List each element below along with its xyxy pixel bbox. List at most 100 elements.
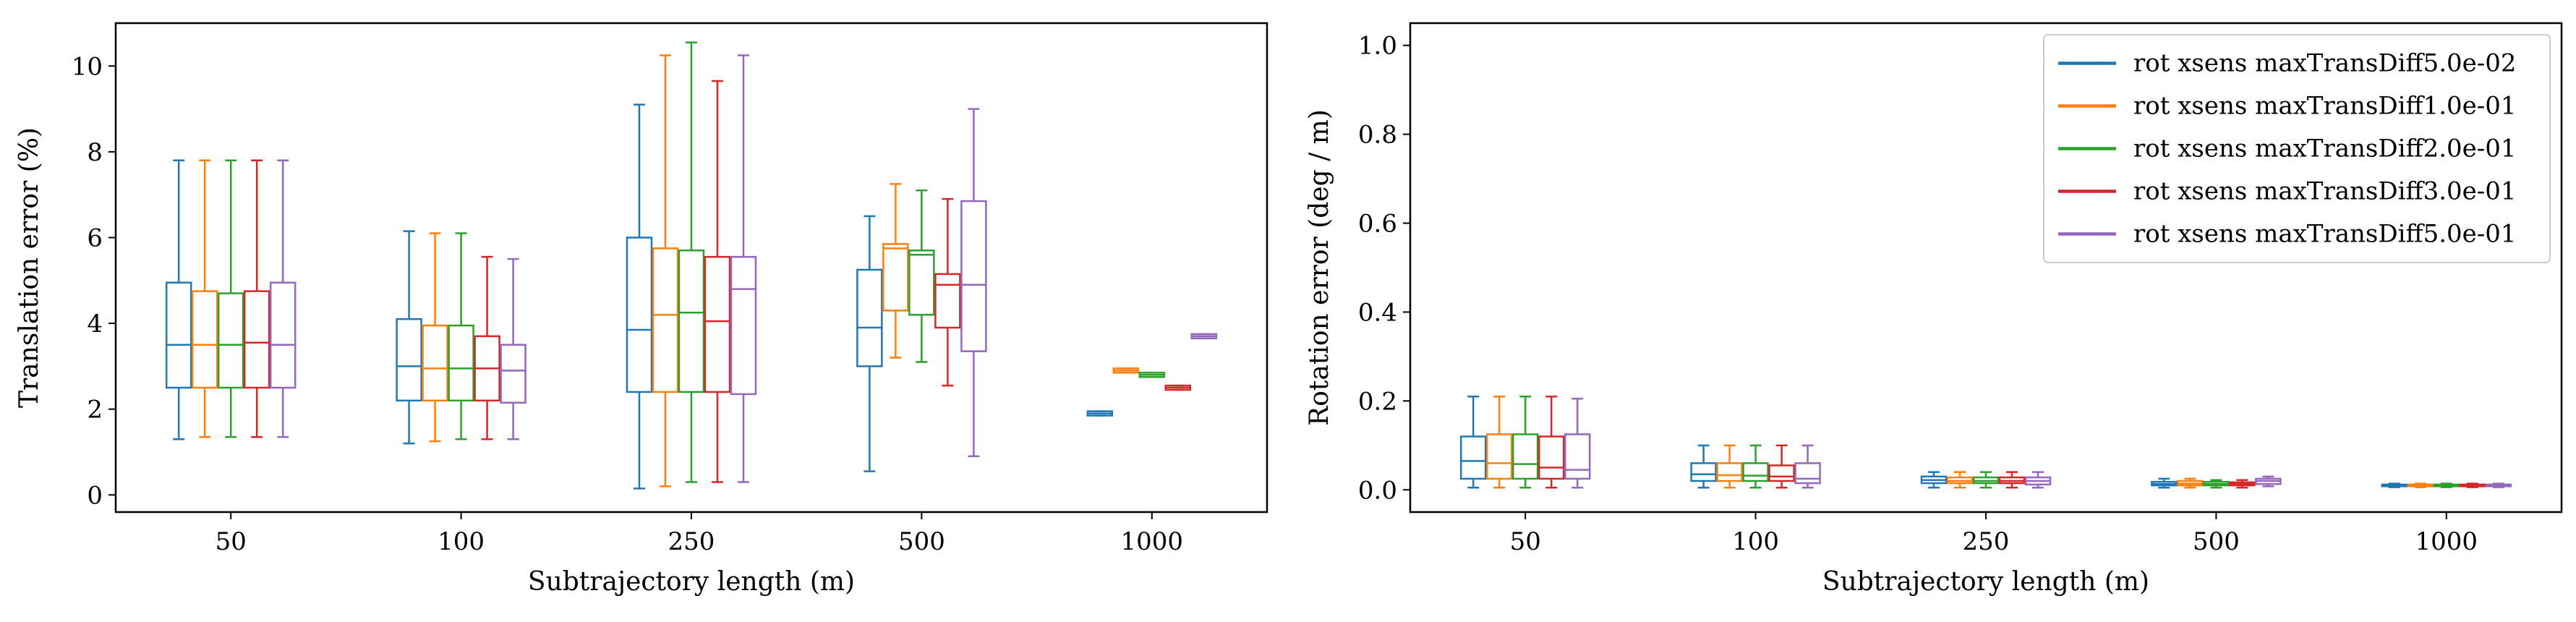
y-tick-label: 0 [87,481,103,510]
iqr-box [882,243,909,312]
box-50-series-1 [191,159,218,438]
box-100-series-0 [1690,444,1717,489]
box-1000-series-0 [2381,482,2408,488]
iqr-box [908,250,935,316]
box-100-series-3 [1768,444,1795,489]
x-axis-label: Subtrajectory length (m) [1822,567,2149,597]
box-1000-series-3 [2459,482,2486,488]
box-1000-series-4 [2485,482,2512,488]
box-1000-series-3 [1164,384,1192,391]
y-tick-label: 0.2 [1358,387,1397,416]
iqr-box [165,281,192,389]
box-500-series-3 [934,197,961,387]
box-100-series-0 [396,230,422,445]
iqr-box [448,324,474,402]
iqr-box [1459,435,1487,480]
iqr-box [704,255,731,393]
iqr-box [269,281,297,389]
box-500-series-4 [2255,475,2282,487]
box-500-series-3 [2229,479,2256,489]
iqr-box [1794,462,1821,485]
y-tick-label: 8 [87,138,103,167]
iqr-box [1742,462,1769,482]
box-1000-series-2 [2433,482,2460,488]
iqr-box [1768,464,1795,482]
box-500-series-4 [960,108,987,458]
y-tick-label: 4 [87,310,103,338]
iqr-box [626,237,653,393]
y-axis-label: Rotation error (deg / m) [1305,109,1334,426]
iqr-box [652,247,679,393]
box-500-series-1 [882,183,909,359]
legend-entry-2: rot xsens maxTransDiff2.0e-01 [2133,135,2517,163]
box-500-series-0 [2151,477,2178,489]
box-1000-series-2 [1138,372,1166,378]
iqr-box [1485,433,1513,480]
y-tick-label: 2 [87,396,103,425]
iqr-box [678,250,705,393]
legend-entry-0: rot xsens maxTransDiff5.0e-02 [2133,49,2517,78]
iqr-box [422,324,448,402]
box-100-series-1 [422,232,448,443]
x-tick-label: 250 [668,527,715,556]
x-tick-label: 50 [216,527,247,556]
box-500-series-0 [856,215,883,472]
box-50-series-3 [1538,395,1565,489]
iqr-box [1511,433,1539,480]
box-50-series-4 [1564,398,1591,489]
box-1000-series-1 [1112,367,1140,374]
y-tick-label: 0.6 [1358,210,1397,239]
box-50-series-1 [1485,395,1513,489]
x-tick-label: 500 [898,527,945,556]
box-50-series-3 [243,159,270,438]
box-250-series-2 [678,41,705,483]
box-100-series-2 [448,232,474,440]
iqr-box [191,290,218,389]
box-250-series-3 [704,80,731,483]
box-1000-series-1 [2407,482,2434,488]
x-tick-label: 100 [438,527,485,556]
box-500-series-2 [2203,479,2230,489]
x-tick-label: 50 [1510,527,1541,556]
legend-entry-3: rot xsens maxTransDiff3.0e-01 [2133,177,2517,206]
box-50-series-2 [1511,395,1539,489]
iqr-box [960,200,987,352]
iqr-box [396,318,422,402]
y-axis-label: Translation error (%) [14,127,44,408]
box-50-series-2 [217,159,244,438]
y-tick-label: 0.4 [1358,298,1397,327]
y-tick-label: 6 [87,223,103,252]
box-1000-series-0 [1086,410,1114,417]
iqr-box [217,292,244,389]
box-250-series-3 [1998,471,2026,489]
iqr-box [500,344,526,404]
box-500-series-2 [908,189,935,363]
box-100-series-2 [1742,444,1769,489]
iqr-box [243,290,270,389]
box-50-series-4 [269,159,297,438]
x-tick-label: 500 [2193,527,2240,556]
box-250-series-0 [1920,471,1948,489]
legend-entry-4: rot xsens maxTransDiff5.0e-01 [2133,220,2517,249]
x-tick-label: 1000 [2415,527,2478,556]
x-tick-label: 100 [1732,527,1779,556]
box-250-series-1 [1946,471,1974,489]
legend-entry-1: rot xsens maxTransDiff1.0e-01 [2133,92,2517,121]
iqr-box [1716,462,1743,482]
iqr-box [1690,462,1717,482]
box-250-series-4 [2024,471,2052,489]
box-250-series-0 [626,103,653,490]
box-250-series-1 [652,54,679,487]
iqr-box [934,273,961,329]
box-50-series-0 [1459,395,1487,489]
legend: rot xsens maxTransDiff5.0e-02 rot xsens m… [2043,34,2551,263]
x-axis-label: Subtrajectory length (m) [528,567,855,597]
box-250-series-4 [730,54,757,483]
box-100-series-3 [474,255,500,440]
box-250-series-2 [1972,471,2000,489]
box-1000-series-4 [1190,333,1218,340]
y-tick-label: 0.8 [1358,121,1397,150]
iqr-box [730,255,757,396]
iqr-box [1538,435,1565,480]
x-tick-label: 1000 [1121,527,1184,556]
